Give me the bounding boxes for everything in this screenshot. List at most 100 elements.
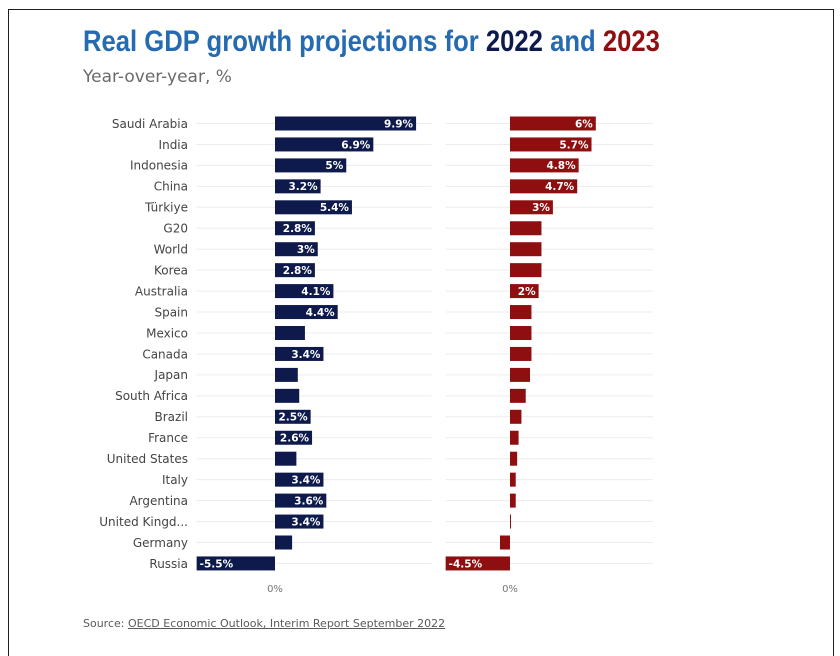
data-label-2022-canada: 3.4%	[291, 349, 321, 361]
bar-2023-korea	[510, 263, 542, 278]
category-label-united-states: United States	[107, 452, 188, 466]
category-label-russia: Russia	[149, 557, 188, 571]
data-label-2022-korea: 2.8%	[283, 265, 313, 277]
data-label-2022-united-kingd: 3.4%	[291, 516, 321, 528]
category-label-saudi-arabia: Saudi Arabia	[112, 117, 188, 131]
data-label-2023-china: 4.7%	[545, 181, 575, 193]
category-label-korea: Korea	[154, 263, 188, 277]
bar-2023-japan	[510, 367, 531, 382]
data-label-2022-india: 6.9%	[341, 139, 371, 151]
data-label-2023-india: 5.7%	[559, 139, 589, 151]
category-label-spain: Spain	[154, 305, 188, 319]
chart-title: Real GDP growth projections for 2022 and…	[83, 24, 660, 60]
bar-2023-australia	[510, 284, 539, 299]
data-label-2022-g20: 2.8%	[283, 223, 313, 235]
data-label-2023-indonesia: 4.8%	[547, 160, 577, 172]
bar-2022-italy	[275, 472, 324, 487]
title-year-2023: 2023	[602, 25, 660, 58]
data-label-2022-argentina: 3.6%	[294, 495, 324, 507]
bar-2023-g20	[510, 221, 542, 236]
bar-2022-indonesia	[275, 158, 347, 173]
category-label-g20: G20	[163, 222, 188, 236]
bar-2023-france	[510, 430, 519, 445]
category-label-italy: Italy	[162, 473, 188, 487]
bar-2022-india	[275, 137, 374, 152]
data-label-2023-russia: -4.5%	[449, 558, 483, 570]
bar-2022-united-kingd	[275, 514, 324, 529]
bar-2023-germany	[499, 535, 510, 550]
bar-2023-world	[510, 242, 542, 257]
bar-2022-saudi-arabia	[275, 116, 417, 131]
category-label-france: France	[148, 431, 188, 445]
category-label-brazil: Brazil	[155, 410, 189, 424]
bar-2022-spain	[275, 305, 338, 320]
category-label-turkiye: Türkiye	[144, 201, 188, 215]
category-label-indonesia: Indonesia	[130, 159, 188, 173]
bar-2022-mexico	[275, 326, 305, 340]
bar-2023-india	[510, 137, 592, 152]
bar-2022-canada	[275, 346, 324, 361]
bar-2022-australia	[275, 284, 334, 299]
x-tick-label-2023: 0%	[502, 584, 518, 595]
source-link[interactable]: OECD Economic Outlook, Interim Report Se…	[128, 617, 446, 630]
bar-2022-south-africa	[275, 388, 300, 403]
bar-2022-brazil	[275, 409, 311, 424]
chart-frame	[8, 9, 834, 656]
source-note: Source: OECD Economic Outlook, Interim R…	[83, 616, 445, 632]
bar-2022-g20	[275, 221, 315, 236]
bar-2023-china	[510, 179, 578, 194]
data-label-2022-china: 3.2%	[288, 181, 318, 193]
bar-2023-spain	[510, 305, 532, 320]
data-label-2023-saudi-arabia: 6%	[575, 118, 593, 130]
category-label-china: China	[154, 180, 188, 194]
bar-2022-japan	[275, 367, 298, 382]
category-label-south-africa: South Africa	[115, 389, 188, 403]
bar-2023-canada	[510, 346, 532, 361]
bar-2022-world	[275, 242, 318, 257]
data-label-2022-saudi-arabia: 9.9%	[384, 118, 414, 130]
data-label-2022-brazil: 2.5%	[279, 412, 309, 424]
bar-2022-russia	[196, 556, 276, 571]
category-label-mexico: Mexico	[146, 326, 188, 340]
bar-2023-south-africa	[510, 388, 526, 403]
bar-2022-china	[275, 179, 321, 194]
category-label-japan: Japan	[154, 368, 188, 382]
title-and: and	[550, 25, 596, 58]
title-text: Real GDP growth projections for	[83, 25, 479, 58]
data-label-2023-turkiye: 3%	[532, 202, 550, 214]
data-label-2022-spain: 4.4%	[306, 307, 336, 319]
data-label-2022-france: 2.6%	[280, 433, 310, 445]
data-label-2022-russia: -5.5%	[200, 558, 234, 570]
bar-2023-argentina	[510, 493, 516, 508]
data-label-2022-turkiye: 5.4%	[320, 202, 350, 214]
data-label-2023-australia: 2%	[518, 286, 536, 298]
x-tick-label-2022: 0%	[267, 584, 283, 595]
bar-2022-korea	[275, 263, 315, 278]
bar-2023-united-kingd	[510, 514, 511, 529]
bar-2023-indonesia	[510, 158, 579, 173]
bar-2023-brazil	[510, 409, 522, 424]
bar-2023-united-states	[510, 451, 518, 466]
category-label-united-kingd: United Kingd...	[99, 515, 188, 529]
title-year-2022: 2022	[485, 25, 543, 58]
bar-2022-united-states	[275, 451, 297, 466]
data-label-2022-world: 3%	[297, 244, 315, 256]
bar-2023-saudi-arabia	[510, 116, 596, 131]
data-label-2022-indonesia: 5%	[325, 160, 343, 172]
category-label-india: India	[159, 138, 188, 152]
bar-2023-italy	[510, 472, 516, 487]
data-label-2022-italy: 3.4%	[291, 474, 321, 486]
bar-2023-mexico	[510, 326, 532, 340]
category-label-world: World	[154, 243, 188, 257]
bar-2023-russia	[445, 556, 510, 571]
bar-2022-france	[275, 430, 313, 445]
chart-subtitle: Year-over-year, %	[83, 67, 232, 87]
data-label-2022-australia: 4.1%	[301, 286, 331, 298]
category-label-australia: Australia	[135, 284, 188, 298]
category-label-argentina: Argentina	[129, 494, 188, 508]
source-label: Source:	[83, 617, 125, 630]
category-label-germany: Germany	[133, 536, 188, 550]
bar-2022-argentina	[275, 493, 327, 508]
category-label-canada: Canada	[142, 347, 188, 361]
